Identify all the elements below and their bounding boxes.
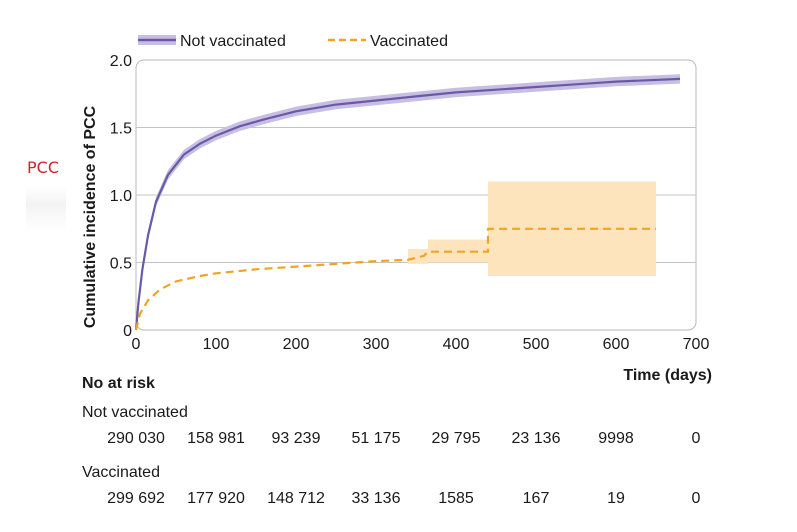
x-axis-label: Time (days) (623, 367, 712, 384)
risk-count-cell: 290 030 (107, 430, 165, 447)
risk-count-cell: 0 (691, 430, 701, 447)
x-tick-label: 0 (132, 336, 141, 353)
risk-count-cell: 1585 (438, 490, 474, 507)
risk-count-cell: 51 175 (351, 430, 401, 447)
risk-group-name: Not vaccinated (82, 404, 188, 421)
y-tick-label: 1.5 (110, 121, 132, 138)
risk-count-cell: 177 920 (187, 490, 245, 507)
legend-label: Not vaccinated (180, 33, 286, 50)
legend-label: Vaccinated (370, 33, 448, 50)
x-tick-label: 700 (683, 336, 710, 353)
series-0 (134, 74, 681, 331)
y-tick-label: 0 (123, 323, 132, 340)
x-tick-label: 200 (283, 336, 310, 353)
risk-count-cell: 299 692 (107, 490, 165, 507)
risk-count-cell: 158 981 (187, 430, 245, 447)
y-tick-label: 0.5 (110, 256, 132, 273)
series-line (134, 227, 656, 331)
x-tick-label: 600 (603, 336, 630, 353)
x-tick-label: 300 (363, 336, 390, 353)
risk-count-cell: 93 239 (271, 430, 321, 447)
x-tick-label: 400 (443, 336, 470, 353)
series-1 (134, 181, 656, 331)
risk-count-cell: 167 (522, 490, 550, 507)
risk-count-cell: 0 (691, 490, 701, 507)
risk-count-cell: 19 (607, 490, 625, 507)
y-tick-label: 1.0 (110, 188, 132, 205)
risk-count-cell: 148 712 (267, 490, 325, 507)
side-annotation-smudge (26, 186, 66, 232)
confidence-band (408, 249, 428, 264)
y-axis-label: Cumulative incidence of PCC (82, 105, 99, 328)
x-tick-label: 100 (203, 336, 230, 353)
x-tick-label: 500 (523, 336, 550, 353)
risk-count-cell: 23 136 (511, 430, 561, 447)
side-annotation-label: PCC (27, 158, 59, 177)
y-tick-label: 2.0 (110, 53, 132, 70)
risk-count-cell: 33 136 (351, 490, 401, 507)
risk-table-title: No at risk (82, 375, 155, 392)
risk-count-cell: 9998 (598, 430, 634, 447)
risk-count-cell: 29 795 (431, 430, 481, 447)
risk-group-name: Vaccinated (82, 464, 160, 481)
series-line (134, 77, 681, 331)
